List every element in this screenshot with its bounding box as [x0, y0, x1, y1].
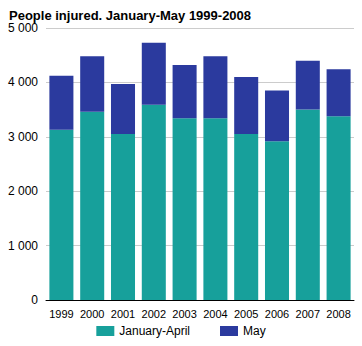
- svg-text:2007: 2007: [296, 308, 320, 320]
- svg-text:2001: 2001: [111, 308, 135, 320]
- svg-text:2002: 2002: [142, 308, 166, 320]
- svg-text:2008: 2008: [326, 308, 350, 320]
- svg-text:People injured. January-May 19: People injured. January-May 1999-2008: [9, 8, 251, 23]
- svg-text:May: May: [243, 324, 266, 338]
- svg-text:1999: 1999: [49, 308, 73, 320]
- svg-text:5 000: 5 000: [8, 21, 38, 35]
- svg-text:3 000: 3 000: [8, 130, 38, 144]
- svg-text:2000: 2000: [80, 308, 104, 320]
- svg-text:0: 0: [31, 293, 38, 307]
- svg-text:2006: 2006: [265, 308, 289, 320]
- svg-text:2005: 2005: [234, 308, 258, 320]
- svg-text:2003: 2003: [172, 308, 196, 320]
- svg-text:1 000: 1 000: [8, 239, 38, 253]
- svg-text:4 000: 4 000: [8, 75, 38, 89]
- svg-text:2 000: 2 000: [8, 184, 38, 198]
- svg-text:January-April: January-April: [119, 324, 190, 338]
- svg-text:2004: 2004: [203, 308, 227, 320]
